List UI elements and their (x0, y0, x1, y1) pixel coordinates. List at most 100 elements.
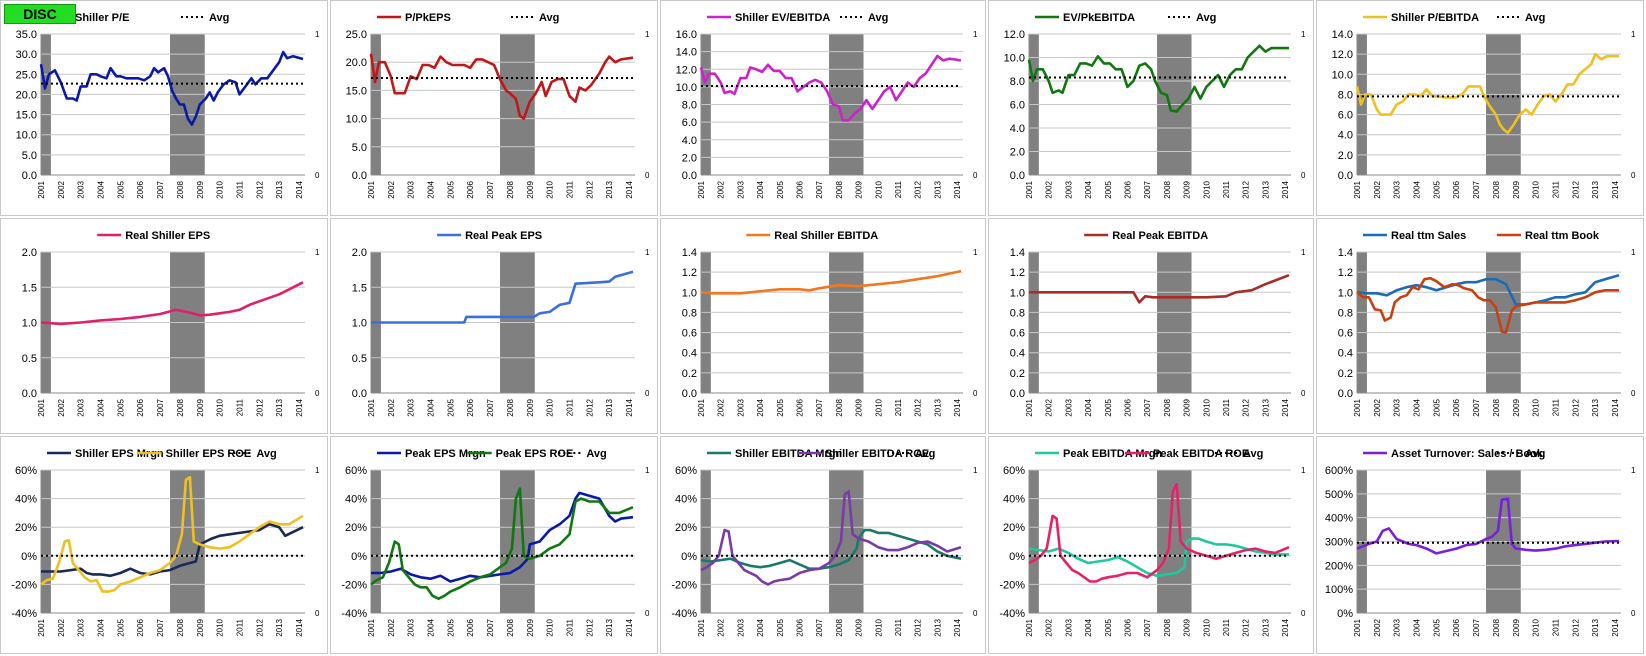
series-line-shiller-eps-roe (40, 475, 304, 593)
y-tick-label: 2.0 (22, 247, 37, 259)
y-tick-label: 0% (1337, 608, 1353, 620)
chart-panel-c12: -40% -20% 0% 20% 40% 60% 1 0 2001 2002 2003 2004 200… (330, 436, 658, 654)
x-tick-label: 2010 (546, 180, 555, 198)
x-tick-label: 2005 (116, 180, 125, 198)
x-tick-label: 2014 (625, 180, 634, 198)
chart-panel-c11: -40% -20% 0% 20% 40% 60% 1 0 2001 2002 2003 2004 200… (0, 436, 328, 654)
x-tick-label: 2001 (367, 398, 376, 416)
x-tick-label: 2007 (486, 618, 495, 636)
right-axis-tick: 0 (645, 609, 650, 618)
x-tick-label: 2011 (1551, 398, 1560, 416)
legend-label: Real Peak EBITDA (1112, 230, 1208, 242)
legend-label: Avg (1525, 448, 1545, 460)
series-line-real-shiller-ebitda (700, 269, 962, 295)
right-axis-tick: 0 (973, 389, 978, 398)
x-tick-label: 2002 (1045, 398, 1054, 416)
x-tick-label: 2011 (235, 398, 244, 416)
x-tick-label: 2014 (1281, 398, 1290, 416)
y-tick-label: 6.0 (1010, 100, 1025, 112)
x-tick-label: 2007 (815, 398, 824, 416)
x-tick-label: 2013 (1591, 618, 1600, 636)
y-tick-label: 1.2 (1010, 267, 1025, 279)
x-tick-label: 2012 (1242, 398, 1251, 416)
x-tick-label: 2005 (1104, 180, 1113, 198)
y-tick-label: -40% (11, 608, 37, 620)
x-tick-label: 2002 (1373, 618, 1382, 636)
x-tick-label: 2004 (427, 180, 436, 198)
y-tick-label: 8.0 (1338, 89, 1353, 101)
x-tick-label: 2011 (1551, 618, 1560, 636)
legend-label: EV/PkEBITDA (1063, 12, 1135, 24)
x-tick-label: 2006 (466, 180, 475, 198)
chart-svg-c1: 0.0 5.0 10.0 15.0 20.0 25.0 30.0 35.0 1 0 2001 2002… (16, 12, 320, 199)
x-tick-label: 2008 (506, 180, 515, 198)
chart-svg-c12: -40% -20% 0% 20% 40% 60% 1 0 2001 2002 2003 2004 200… (341, 448, 650, 637)
x-tick-label: 2002 (387, 618, 396, 636)
x-tick-label: 2006 (466, 618, 475, 636)
y-tick-label: 2.0 (1010, 147, 1025, 159)
x-tick-label: 2005 (116, 398, 125, 416)
right-axis-tick: 0 (1631, 171, 1636, 180)
y-tick-label: 25.0 (16, 69, 37, 81)
right-axis-tick: 0 (1631, 609, 1636, 618)
x-tick-label: 2009 (1183, 618, 1192, 636)
x-tick-label: 2003 (736, 180, 745, 198)
x-tick-label: 2008 (506, 618, 515, 636)
chart-svg-c13: -40% -20% 0% 20% 40% 60% 1 0 2001 2002 2003 2004 200… (671, 448, 978, 637)
x-tick-label: 2001 (697, 618, 706, 636)
x-tick-label: 2008 (1492, 180, 1501, 198)
x-tick-label: 2009 (1512, 398, 1521, 416)
x-tick-label: 2002 (57, 618, 66, 636)
y-tick-label: 0% (21, 551, 37, 563)
recession-band (371, 470, 381, 613)
x-tick-label: 2004 (97, 398, 106, 416)
x-tick-label: 2013 (605, 180, 614, 198)
x-tick-label: 2013 (933, 398, 942, 416)
x-tick-label: 2010 (874, 618, 883, 636)
x-tick-label: 2006 (1123, 618, 1132, 636)
y-tick-label: 10.0 (16, 130, 37, 142)
legend-label: Avg (1525, 12, 1545, 24)
x-tick-label: 2004 (427, 398, 436, 416)
x-tick-label: 2004 (1413, 180, 1422, 198)
x-tick-label: 2009 (1183, 180, 1192, 198)
x-tick-label: 2007 (156, 398, 165, 416)
x-tick-label: 2013 (605, 618, 614, 636)
x-tick-label: 2010 (1202, 618, 1211, 636)
y-tick-label: 1.2 (682, 267, 697, 279)
recession-band (170, 470, 205, 613)
x-tick-label: 2007 (1472, 180, 1481, 198)
x-tick-label: 2006 (1452, 180, 1461, 198)
y-tick-label: 8.0 (1010, 76, 1025, 88)
right-axis-tick: 0 (1301, 609, 1306, 618)
x-tick-label: 2008 (176, 618, 185, 636)
y-tick-label: 1.0 (1338, 287, 1353, 299)
chart-svg-c7: 0.0 0.5 1.0 1.5 2.0 1 0 2001 2002 2003 2004 2005 200… (352, 230, 650, 417)
x-tick-label: 2014 (953, 180, 962, 198)
recession-band (1486, 252, 1521, 393)
x-tick-label: 2009 (855, 618, 864, 636)
series-line-real-ttm-book (1356, 276, 1619, 334)
right-axis-tick: 0 (315, 171, 320, 180)
series-line-shiller-ebitda-mrgn (700, 528, 962, 570)
series-line-peak-eps-roe (370, 487, 634, 600)
y-tick-label: 0.6 (1010, 328, 1025, 340)
chart-panel-c5: 0.0 2.0 4.0 6.0 8.0 10.0 12.0 14.0 1 0 2001 2002 200… (1316, 0, 1644, 216)
y-tick-label: 0.0 (352, 388, 367, 400)
x-tick-label: 2004 (1413, 618, 1422, 636)
y-tick-label: 5.0 (352, 142, 367, 154)
y-tick-label: 600% (1325, 465, 1353, 477)
legend-label: Peak EBITDA Mrgn (1063, 448, 1163, 460)
x-tick-label: 2011 (235, 180, 244, 198)
x-tick-label: 2002 (387, 180, 396, 198)
y-tick-label: 8.0 (682, 100, 697, 112)
right-axis-tick: 0 (315, 389, 320, 398)
legend-label: Avg (1196, 12, 1216, 24)
y-tick-label: 0.4 (1010, 348, 1025, 360)
x-tick-label: 2004 (756, 398, 765, 416)
recession-band (371, 34, 381, 175)
chart-panel-c8: 0.0 0.2 0.4 0.6 0.8 1.0 1.2 1.4 1 0 2001 2002 2003 20… (660, 218, 986, 434)
x-tick-label: 2012 (255, 618, 264, 636)
x-tick-label: 2001 (697, 180, 706, 198)
legend-label: Avg (256, 448, 276, 460)
